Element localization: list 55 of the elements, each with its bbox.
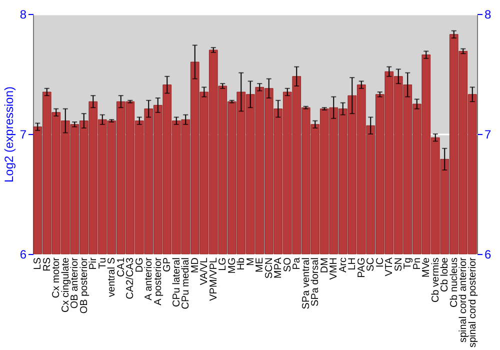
x-tick-label: SN (393, 258, 404, 272)
x-tick-label: VPM/VPL (208, 257, 220, 301)
x-tick-label: MVe (421, 257, 432, 278)
x-tick-label: MD (190, 258, 201, 274)
x-tick-label: ventral S (106, 257, 118, 297)
x-tick-label: PAG (356, 257, 368, 278)
x-tick-label: OB posterior (78, 256, 90, 314)
x-tick-label: Cx cingulate (60, 257, 72, 313)
x-tick-label: Tu (97, 258, 108, 269)
x-tick-label: SC (366, 258, 377, 272)
x-tick-label: VTA (384, 257, 396, 276)
x-tick-label: Arc (338, 258, 349, 272)
x-tick-label: A posterior (152, 256, 164, 306)
x-tick-label: Cb lobe (440, 257, 451, 292)
x-tick-label: SCN (264, 258, 275, 279)
x-tick-label: Cb nucleus (448, 258, 460, 308)
x-tick-label: CPu lateral (171, 258, 182, 307)
x-tick-label: Pn (412, 258, 423, 270)
x-tick-label: ME (254, 257, 266, 272)
y2-tick-label: 7 (484, 128, 492, 142)
x-tick-label: Tg (402, 258, 414, 270)
x-tick-label: Cb vermis (430, 258, 442, 303)
x-tick-label: IC (374, 258, 386, 268)
x-tick-label: MPA (273, 257, 284, 278)
x-tick-label: DM (319, 258, 330, 274)
x-tick-label: A anterior (144, 256, 155, 300)
x-tick-label: GP (162, 257, 174, 272)
y2-tick-label: 8 (484, 8, 492, 22)
y-axis-title: Log2 (expression) (2, 86, 16, 183)
x-tick-label: OB anterior (70, 256, 81, 309)
x-tick-label: Pir (88, 256, 100, 270)
y-tick-label: 6 (20, 248, 27, 262)
x-tick-label: CPu medial (180, 258, 192, 310)
y-tick-label: 7 (20, 128, 27, 142)
x-tick-label: Pa (292, 257, 303, 270)
x-tick-label: spinal cord anterior (458, 256, 470, 343)
x-tick-label: SPa ventral (300, 258, 312, 310)
x-tick-label: MG (226, 257, 238, 274)
x-tick-label: LG (218, 257, 229, 271)
x-tick-label: SPa dorsal (310, 258, 322, 306)
x-tick-label: Cx motor (51, 256, 62, 298)
x-tick-label: M (245, 258, 256, 266)
y-tick-label: 8 (20, 8, 27, 22)
x-tick-label: DG (134, 257, 146, 272)
x-tick-label: Hb (236, 257, 248, 270)
x-tick-label: LH (347, 258, 358, 270)
x-tick-label: LS (32, 257, 44, 270)
y2-tick-label: 6 (484, 248, 492, 262)
x-tick-label: CA2/CA3 (125, 257, 136, 300)
x-tick-label: VMH (328, 258, 340, 280)
x-tick-label: CA1 (116, 257, 127, 277)
x-tick-label: VA/VL (199, 257, 210, 286)
x-tick-label: RS (42, 257, 53, 272)
x-tick-label: SO (282, 257, 294, 272)
x-tick-label: spinal cord posterior (467, 256, 478, 348)
